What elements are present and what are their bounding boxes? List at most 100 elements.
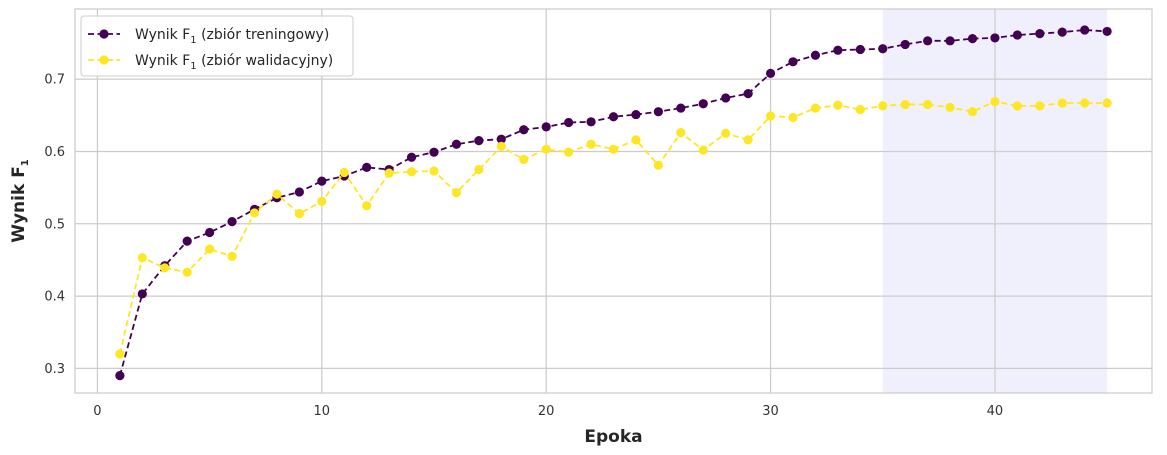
series-2-point <box>564 147 574 157</box>
series-2-point <box>182 267 192 277</box>
series-2-point <box>608 144 619 154</box>
series-1-point <box>608 112 619 122</box>
series-1-point <box>1102 26 1112 37</box>
series-1-point <box>653 107 663 117</box>
series-1-point <box>182 236 192 246</box>
series-1-point <box>406 152 417 162</box>
y-axis-label-main: Wynik F <box>9 166 29 243</box>
series-2-point <box>474 164 484 175</box>
series-1-point <box>923 36 933 46</box>
legend-marker-1 <box>99 29 109 39</box>
series-2-point <box>810 103 821 113</box>
series-2-point <box>339 167 349 178</box>
x-tick-label: 40 <box>987 404 1004 419</box>
legend-entries: Wynik F1 (zbiór treningowy) Wynik F1 (zbi… <box>88 27 333 72</box>
series-1-point <box>317 176 327 186</box>
series-1-point <box>743 89 753 99</box>
series-1-point <box>137 289 147 299</box>
series-2-point <box>541 144 551 154</box>
series-1-point <box>541 122 551 132</box>
series-1-point <box>990 33 1000 43</box>
series-1-point <box>788 57 798 67</box>
series-2-point <box>362 201 372 211</box>
series-2-point <box>519 154 529 165</box>
x-axis-label: Epoka <box>584 427 642 447</box>
series-2-point <box>294 209 304 219</box>
series-1-point <box>519 125 529 135</box>
series-1-point <box>586 117 596 127</box>
series-2-point <box>1012 101 1022 111</box>
x-tick-label: 20 <box>538 404 555 419</box>
x-tick-label: 10 <box>314 404 331 419</box>
series-1-point <box>451 139 462 149</box>
series-1-point <box>765 68 776 78</box>
series-2-point <box>384 168 394 178</box>
series-1-point <box>496 134 506 144</box>
series-1-point <box>855 44 865 55</box>
series-1-point <box>967 34 978 44</box>
series-2-point <box>137 253 147 263</box>
series-1-point <box>1080 25 1090 35</box>
series-2-point <box>317 196 327 206</box>
legend-label-1: Wynik F1 (zbiór treningowy) <box>135 27 329 46</box>
series-1-point <box>900 39 910 50</box>
series-2-point <box>676 128 686 138</box>
series-line-2 <box>119 100 1108 355</box>
series-1-point <box>810 50 821 60</box>
series-2-point <box>878 101 888 111</box>
series-2-point <box>698 145 708 155</box>
series-2-point <box>249 208 260 218</box>
series-2-point <box>1057 98 1067 108</box>
series-2-point <box>990 96 1000 107</box>
series-2-point <box>1102 98 1112 108</box>
series-1-point <box>878 44 888 54</box>
series-2-point <box>272 189 282 199</box>
series-layer <box>115 25 1112 381</box>
series-1-point <box>676 103 686 113</box>
series-2-point <box>429 166 439 176</box>
series-2-point <box>833 100 843 110</box>
series-2-point <box>205 244 215 254</box>
y-tick-label: 0.3 <box>44 362 65 377</box>
x-tick-label: 30 <box>762 404 779 419</box>
legend-label-2: Wynik F1 (zbiór walidacyjny) <box>135 53 333 72</box>
series-1-point <box>205 227 215 238</box>
plot-frame <box>74 8 1153 394</box>
legend-box <box>80 15 354 77</box>
series-2-point <box>945 102 955 112</box>
series-2-point <box>765 111 776 121</box>
series-1-point <box>698 99 708 109</box>
tick-labels-layer: 0 10 20 30 40 0.3 0.4 0.5 0.6 0.7 <box>44 73 1003 419</box>
legend-marker-2 <box>99 55 109 65</box>
series-2-point <box>496 141 506 152</box>
series-2-point <box>406 167 417 177</box>
series-2-point <box>855 104 865 115</box>
series-2-point <box>743 135 753 145</box>
y-tick-label: 0.7 <box>44 73 65 88</box>
series-1-point <box>227 217 237 227</box>
series-1-point <box>1057 27 1067 37</box>
series-1-point <box>1012 30 1022 40</box>
series-1-point <box>945 36 955 46</box>
series-1-point <box>631 109 641 120</box>
series-1-point <box>564 117 574 128</box>
series-2-point <box>967 107 978 117</box>
y-axis-label-subscript: 1 <box>20 159 31 166</box>
series-1-point <box>833 45 843 55</box>
y-tick-label: 0.5 <box>44 217 65 232</box>
y-tick-label: 0.6 <box>44 145 65 160</box>
series-2-point <box>631 135 641 145</box>
x-tick-label: 0 <box>93 404 101 419</box>
series-2-point <box>160 263 170 273</box>
y-axis-label: Wynik F1 <box>9 159 31 243</box>
series-2-point <box>923 99 933 110</box>
series-2-point <box>653 160 663 170</box>
series-1-point <box>429 147 439 157</box>
series-2-point <box>586 139 596 149</box>
series-1-point <box>115 371 125 381</box>
series-1-point <box>721 93 731 103</box>
series-2-point <box>1035 101 1045 111</box>
series-2-point <box>721 128 731 138</box>
series-2-point <box>227 251 237 261</box>
